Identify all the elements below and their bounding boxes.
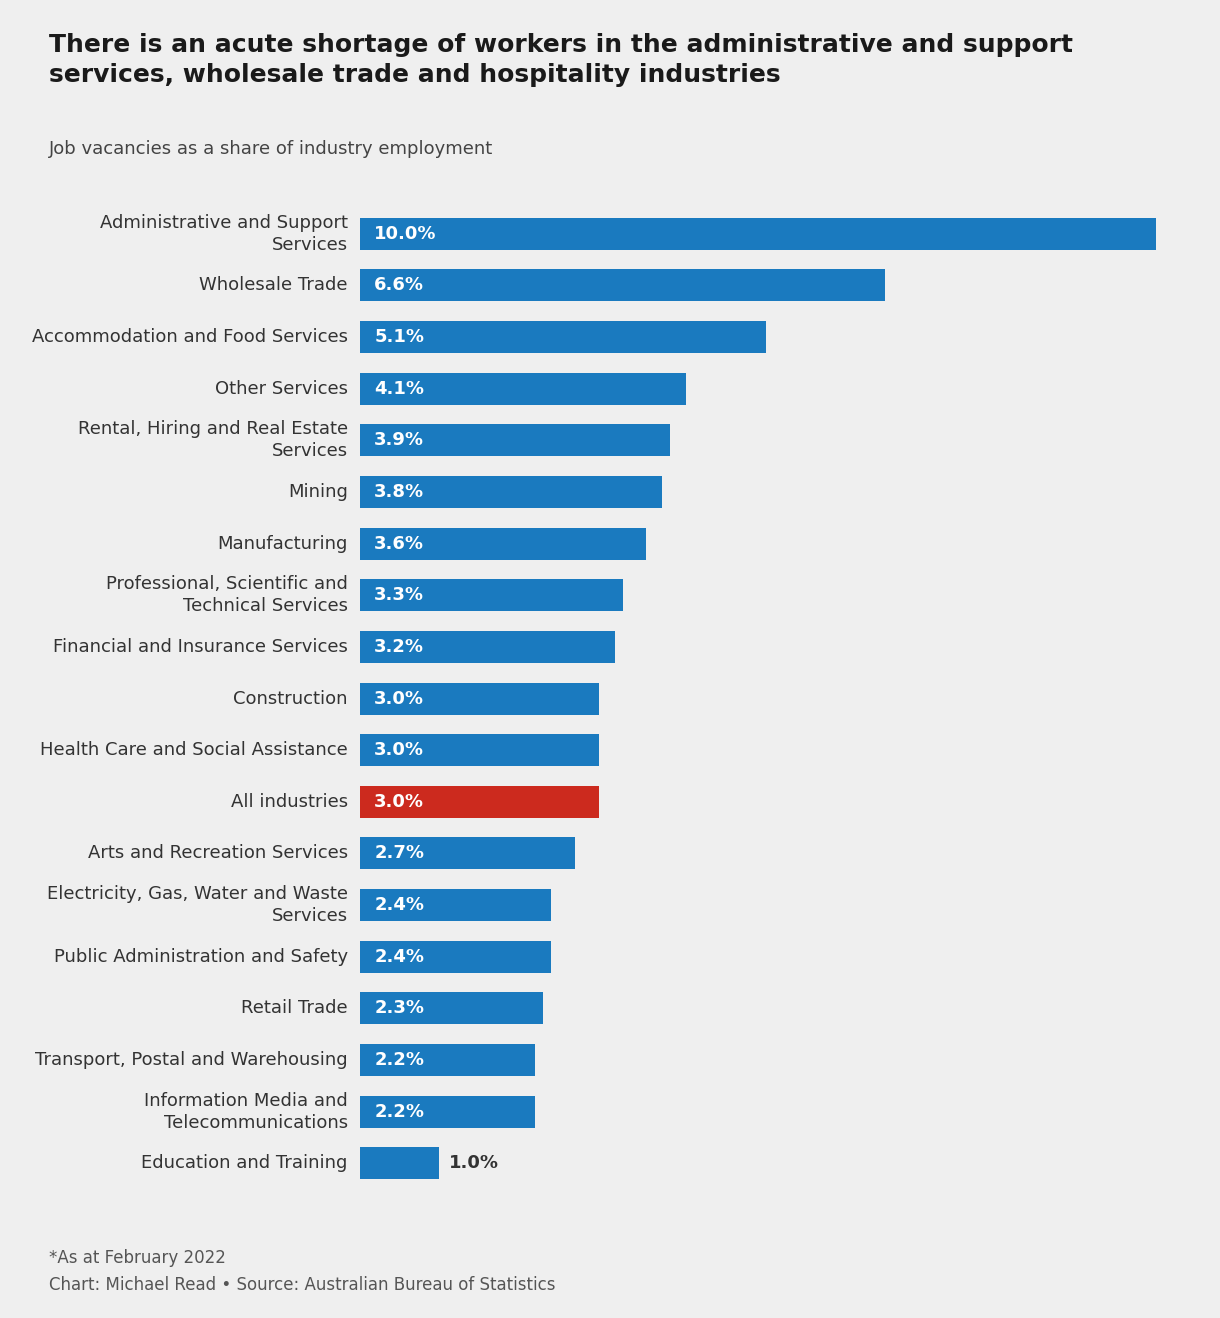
Bar xyxy=(360,527,647,560)
Bar xyxy=(360,683,599,714)
Bar xyxy=(360,476,662,507)
Text: 3.0%: 3.0% xyxy=(375,689,425,708)
Text: 4.1%: 4.1% xyxy=(375,380,425,398)
Text: 2.4%: 2.4% xyxy=(375,896,425,915)
Text: Rental, Hiring and Real Estate
Services: Rental, Hiring and Real Estate Services xyxy=(78,420,348,460)
Text: Arts and Recreation Services: Arts and Recreation Services xyxy=(88,845,348,862)
Bar xyxy=(360,837,575,870)
Bar xyxy=(360,1147,439,1180)
Text: 2.3%: 2.3% xyxy=(375,999,425,1017)
Bar xyxy=(360,269,886,302)
Text: 1.0%: 1.0% xyxy=(449,1155,499,1172)
Text: Construction: Construction xyxy=(233,689,348,708)
Text: 3.2%: 3.2% xyxy=(375,638,425,656)
Bar xyxy=(360,217,1155,250)
Bar xyxy=(360,734,599,766)
Text: 2.2%: 2.2% xyxy=(375,1103,425,1120)
Text: 3.9%: 3.9% xyxy=(375,431,425,449)
Bar xyxy=(360,580,622,612)
Bar xyxy=(360,786,599,817)
Text: Retail Trade: Retail Trade xyxy=(242,999,348,1017)
Text: 2.4%: 2.4% xyxy=(375,948,425,966)
Text: Accommodation and Food Services: Accommodation and Food Services xyxy=(32,328,348,347)
Text: *As at February 2022: *As at February 2022 xyxy=(49,1249,226,1268)
Bar xyxy=(360,941,551,973)
Text: All industries: All industries xyxy=(231,793,348,811)
Text: 3.0%: 3.0% xyxy=(375,741,425,759)
Text: 2.7%: 2.7% xyxy=(375,845,425,862)
Text: 3.8%: 3.8% xyxy=(375,482,425,501)
Bar xyxy=(360,1095,536,1128)
Text: Mining: Mining xyxy=(288,482,348,501)
Text: 3.3%: 3.3% xyxy=(375,587,425,604)
Text: Transport, Postal and Warehousing: Transport, Postal and Warehousing xyxy=(35,1050,348,1069)
Text: 6.6%: 6.6% xyxy=(375,277,425,294)
Text: Information Media and
Telecommunications: Information Media and Telecommunications xyxy=(144,1091,348,1132)
Text: 10.0%: 10.0% xyxy=(375,225,437,243)
Bar xyxy=(360,373,686,405)
Text: Manufacturing: Manufacturing xyxy=(217,535,348,552)
Text: Public Administration and Safety: Public Administration and Safety xyxy=(54,948,348,966)
Bar xyxy=(360,890,551,921)
Text: 3.0%: 3.0% xyxy=(375,793,425,811)
Text: Education and Training: Education and Training xyxy=(142,1155,348,1172)
Bar xyxy=(360,322,766,353)
Text: There is an acute shortage of workers in the administrative and support
services: There is an acute shortage of workers in… xyxy=(49,33,1072,87)
Text: Administrative and Support
Services: Administrative and Support Services xyxy=(100,214,348,254)
Bar xyxy=(360,424,670,456)
Text: 5.1%: 5.1% xyxy=(375,328,425,347)
Bar xyxy=(360,631,615,663)
Text: Chart: Michael Read • Source: Australian Bureau of Statistics: Chart: Michael Read • Source: Australian… xyxy=(49,1276,555,1294)
Bar xyxy=(360,992,543,1024)
Text: Other Services: Other Services xyxy=(215,380,348,398)
Text: Professional, Scientific and
Technical Services: Professional, Scientific and Technical S… xyxy=(106,575,348,616)
Bar xyxy=(360,1044,536,1075)
Text: 2.2%: 2.2% xyxy=(375,1050,425,1069)
Text: Health Care and Social Assistance: Health Care and Social Assistance xyxy=(40,741,348,759)
Text: 3.6%: 3.6% xyxy=(375,535,425,552)
Text: Electricity, Gas, Water and Waste
Services: Electricity, Gas, Water and Waste Servic… xyxy=(46,884,348,925)
Text: Wholesale Trade: Wholesale Trade xyxy=(199,277,348,294)
Text: Job vacancies as a share of industry employment: Job vacancies as a share of industry emp… xyxy=(49,140,493,158)
Text: Financial and Insurance Services: Financial and Insurance Services xyxy=(52,638,348,656)
